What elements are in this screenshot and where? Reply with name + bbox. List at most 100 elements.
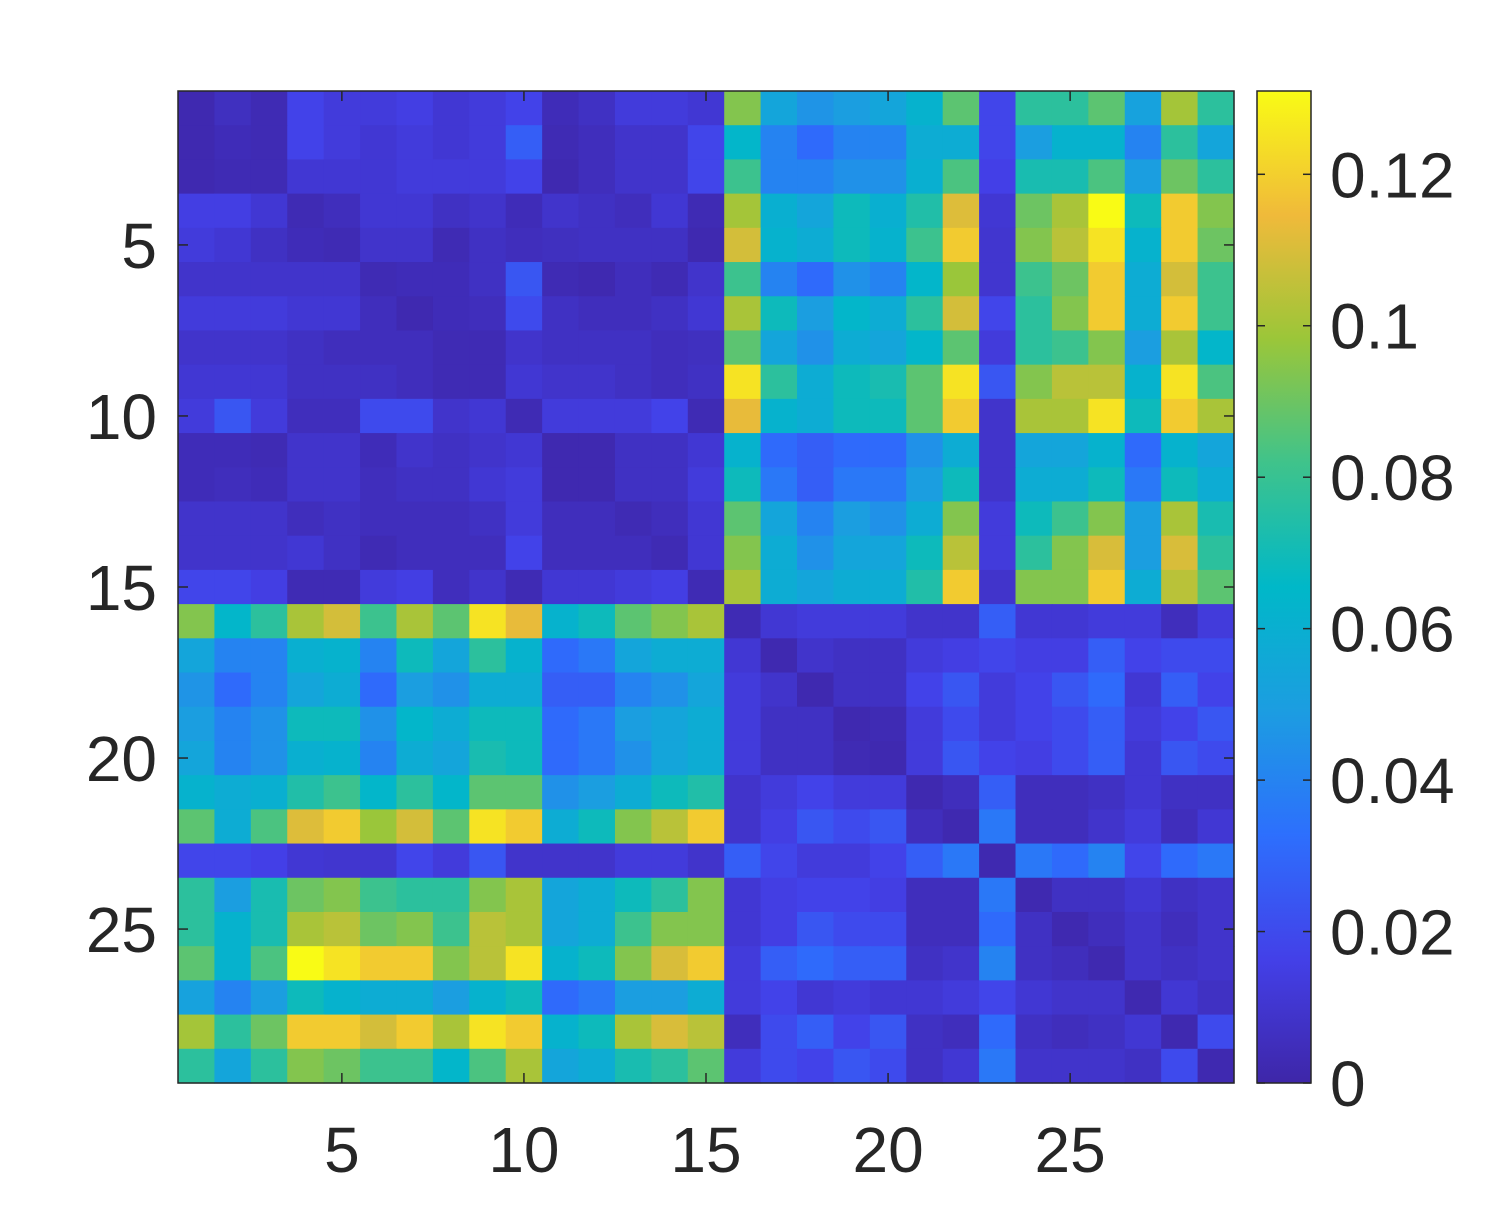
heatmap-cell: [323, 946, 361, 981]
heatmap-cell: [323, 262, 361, 297]
heatmap-cell: [651, 364, 689, 400]
heatmap-cell: [833, 877, 871, 913]
heatmap-cell: [323, 364, 361, 400]
heatmap-cell: [906, 467, 944, 503]
heatmap-cell: [505, 330, 543, 366]
heatmap-cell: [1124, 193, 1162, 229]
heatmap-cell: [614, 775, 652, 810]
heatmap-cell: [360, 364, 398, 400]
heatmap-cell: [833, 535, 871, 571]
heatmap-cell: [1197, 809, 1235, 845]
heatmap-cell: [396, 330, 434, 366]
heatmap-cell: [1051, 193, 1089, 229]
heatmap-cell: [1124, 227, 1162, 263]
heatmap-cell: [214, 1014, 252, 1050]
heatmap-cell: [214, 740, 252, 776]
heatmap-cell: [360, 159, 398, 195]
heatmap-cell: [760, 364, 798, 400]
heatmap-cell: [396, 809, 434, 845]
heatmap-cell: [942, 125, 980, 161]
heatmap-cell: [724, 604, 762, 639]
heatmap-cell: [724, 398, 762, 434]
heatmap-cell: [214, 706, 252, 742]
heatmap-cell: [578, 877, 616, 913]
heatmap-cell: [505, 262, 543, 297]
heatmap-cell: [942, 569, 980, 605]
heatmap-cell: [1124, 125, 1162, 161]
heatmap-cell: [906, 535, 944, 571]
heatmap-cell: [1124, 809, 1162, 845]
heatmap-cell: [760, 227, 798, 263]
heatmap-cell: [250, 1048, 288, 1084]
heatmap-cell: [1088, 433, 1126, 468]
heatmap-cell: [906, 159, 944, 195]
heatmap-cell: [178, 843, 216, 879]
heatmap-cell: [614, 330, 652, 366]
heatmap-cell: [178, 364, 216, 400]
heatmap-cell: [250, 193, 288, 229]
heatmap-cell: [505, 980, 543, 1016]
heatmap-cell: [869, 843, 907, 879]
heatmap-cell: [542, 227, 580, 263]
heatmap-cell: [797, 911, 835, 947]
heatmap-cell: [578, 1048, 616, 1084]
heatmap-cell: [869, 296, 907, 332]
heatmap-cell: [1161, 535, 1199, 571]
heatmap-cell: [869, 262, 907, 297]
heatmap-cell: [797, 262, 835, 297]
heatmap-cell: [942, 296, 980, 332]
heatmap-cell: [1124, 398, 1162, 434]
heatmap-cell: [651, 775, 689, 810]
heatmap-cell: [1088, 877, 1126, 913]
heatmap-cell: [1124, 501, 1162, 537]
x-tick-label: 5: [324, 1114, 360, 1186]
heatmap-cell: [542, 604, 580, 639]
heatmap-cell: [214, 638, 252, 674]
heatmap-cell: [1197, 775, 1235, 810]
heatmap-cell: [178, 775, 216, 810]
heatmap-cell: [178, 330, 216, 366]
heatmap-cell: [797, 569, 835, 605]
heatmap-cell: [614, 638, 652, 674]
heatmap-cell: [724, 911, 762, 947]
heatmap-cell: [614, 706, 652, 742]
heatmap-cell: [214, 775, 252, 810]
heatmap-cell: [869, 364, 907, 400]
heatmap-cell: [287, 672, 325, 708]
heatmap-cell: [178, 262, 216, 297]
heatmap-cell: [1015, 125, 1053, 161]
heatmap-cell: [1088, 501, 1126, 537]
heatmap-cell: [1015, 398, 1053, 434]
heatmap-cell: [797, 706, 835, 742]
heatmap-cell: [396, 193, 434, 229]
heatmap-cell: [1124, 877, 1162, 913]
heatmap-cell: [287, 1014, 325, 1050]
heatmap-cell: [578, 1014, 616, 1050]
heatmap-cell: [724, 706, 762, 742]
heatmap-cell: [1051, 775, 1089, 810]
heatmap-cell: [651, 193, 689, 229]
heatmap-cell: [687, 330, 725, 366]
heatmap-cell: [360, 193, 398, 229]
heatmap-cell: [178, 1014, 216, 1050]
heatmap-cell: [214, 159, 252, 195]
heatmap-cell: [360, 604, 398, 639]
heatmap-cell: [760, 740, 798, 776]
heatmap-cell: [578, 535, 616, 571]
heatmap-cell: [1124, 706, 1162, 742]
heatmap-cell: [250, 740, 288, 776]
heatmap-cell: [1161, 911, 1199, 947]
heatmap-cell: [614, 980, 652, 1016]
heatmap-cell: [1015, 706, 1053, 742]
heatmap-cell: [906, 1048, 944, 1084]
heatmap-cell: [1124, 672, 1162, 708]
heatmap-cell: [287, 364, 325, 400]
heatmap-cell: [287, 501, 325, 537]
heatmap-cell: [505, 911, 543, 947]
heatmap-cell: [396, 706, 434, 742]
heatmap-cell: [1015, 535, 1053, 571]
heatmap-cell: [942, 433, 980, 468]
heatmap-cell: [869, 740, 907, 776]
heatmap-cell: [578, 398, 616, 434]
heatmap-cell: [178, 501, 216, 537]
